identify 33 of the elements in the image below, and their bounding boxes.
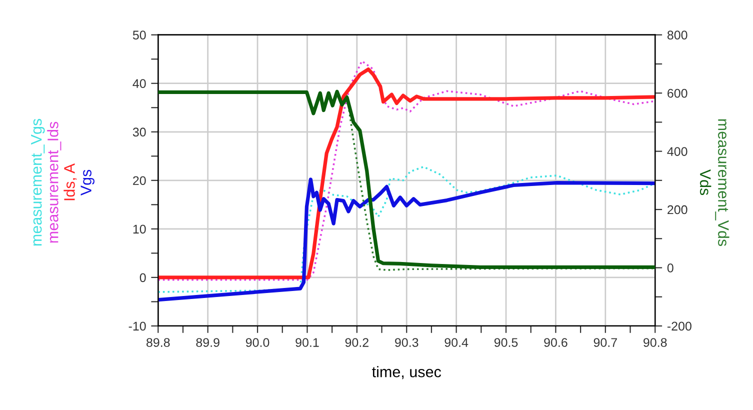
y-tick-label: -10 <box>128 322 146 331</box>
y2-tick-label: 200 <box>668 205 688 214</box>
x-tick-label: 90.1 <box>296 338 319 347</box>
y-tick-label: 30 <box>132 128 146 137</box>
x-tick-label: 90.6 <box>544 338 568 347</box>
x-tick-label: 90.8 <box>644 338 667 347</box>
x-tick-label: 90.0 <box>246 338 270 347</box>
y2-tick-label: 400 <box>667 147 688 156</box>
y2-tick-label: 800 <box>667 30 688 40</box>
y-tick-label: 20 <box>133 176 146 186</box>
y2-tick-label: -200 <box>667 322 692 331</box>
x-tick-label: 90.2 <box>345 338 368 347</box>
x-tick-label: 90.5 <box>494 338 518 347</box>
x-tick-label: 90.4 <box>444 338 468 347</box>
y-tick-label: 10 <box>133 224 146 234</box>
x-tick-label: 90.7 <box>594 338 617 347</box>
text: measurement_Vgs <box>31 118 45 246</box>
x-tick-label: 89.9 <box>196 338 220 347</box>
x-axis-title: time, usec <box>372 366 442 380</box>
text: Ids, A <box>64 163 77 200</box>
text: Vgs <box>80 170 94 196</box>
y2-tick-label: 0 <box>667 264 674 272</box>
y-tick-label: 0 <box>140 273 146 282</box>
line-series <box>158 178 656 302</box>
text: measurement_Vds <box>715 119 730 246</box>
y2-tick-label: 600 <box>668 88 688 98</box>
text: measurement_Ids <box>47 122 62 243</box>
x-tick-label: 89.8 <box>146 338 170 347</box>
text: Vds <box>700 169 712 196</box>
y-tick-label: 40 <box>132 79 146 88</box>
y-tick-label: 50 <box>132 30 146 40</box>
line-series <box>158 166 655 293</box>
x-tick-label: 90.3 <box>395 338 418 347</box>
